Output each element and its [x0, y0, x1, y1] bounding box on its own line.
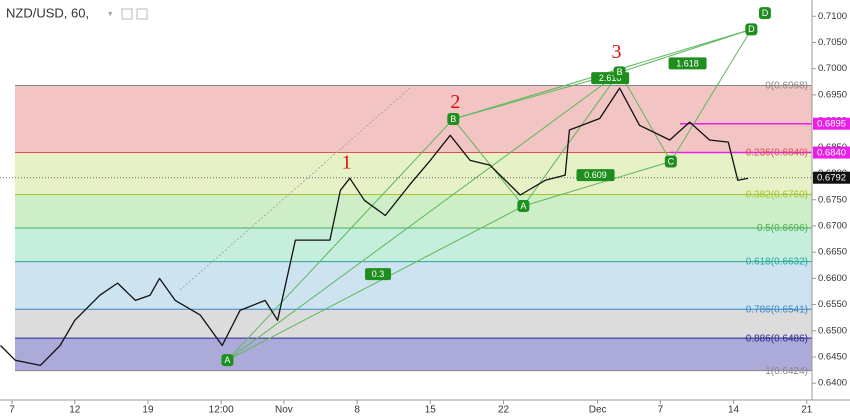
fib-label: 0.236(0.6840)	[746, 148, 808, 159]
x-tick-label: 15	[425, 405, 437, 416]
fib-label: 1(0.6424)	[765, 366, 808, 377]
y-tick-label: 0.7100	[818, 11, 847, 22]
hide-icon[interactable]	[136, 8, 148, 20]
settings-icon[interactable]	[121, 8, 133, 20]
x-tick-label: 12:00	[209, 405, 234, 416]
point-box	[613, 66, 626, 79]
pattern-line	[523, 160, 671, 207]
x-tick-label: 8	[354, 405, 360, 416]
x-tick-label: 12	[69, 405, 81, 416]
y-tick-label: 0.6450	[818, 352, 847, 363]
y-tick-label: 0.6550	[818, 299, 847, 310]
price-line	[0, 87, 749, 367]
y-tick-label: 0.6700	[818, 220, 847, 231]
ratio-box	[365, 268, 392, 281]
x-tick-label: Nov	[275, 405, 293, 416]
y-tick-label: 0.6600	[818, 273, 847, 284]
x-tick-label: 22	[498, 405, 510, 416]
pattern-line	[670, 29, 752, 162]
pattern-line	[452, 118, 524, 207]
fib-label: 0.5(0.6696)	[757, 223, 808, 234]
fib-band	[15, 194, 812, 229]
trend-line	[179, 87, 411, 291]
y-tick-label: 0.6500	[818, 325, 847, 336]
ratio-label: 2.618	[599, 73, 622, 83]
point-box	[447, 113, 460, 126]
price-tag	[813, 146, 850, 159]
ratio-label: 1.618	[676, 58, 699, 68]
chart-title: NZD/USD, 60,	[6, 5, 89, 20]
point-box	[745, 23, 758, 36]
fib-label: 0.382(0.6760)	[746, 190, 808, 201]
fib-label: 0.786(0.6541)	[746, 304, 808, 315]
y-tick-label: 0.7050	[818, 37, 847, 48]
y-tick-label: 0.6950	[818, 89, 847, 100]
y-tick-label: 0.7000	[818, 63, 847, 74]
fib-band	[15, 152, 812, 195]
y-tick-label: 0.6400	[818, 378, 847, 389]
point-label: D	[748, 24, 755, 34]
ratio-label: 0.609	[584, 170, 607, 180]
pattern-line	[227, 205, 524, 361]
point-label: A	[520, 201, 526, 211]
fib-band	[15, 261, 812, 310]
ratio-box	[668, 57, 707, 70]
pattern-line	[619, 72, 672, 162]
pattern-line	[227, 71, 620, 361]
fib-band	[15, 338, 812, 371]
price-tag-label: 0.6840	[817, 148, 846, 159]
fib-band	[15, 228, 812, 262]
ratio-label: 0.3	[372, 269, 385, 279]
x-tick-label: Dec	[589, 405, 607, 416]
x-tick-label: 21	[801, 405, 813, 416]
price-tag	[813, 171, 850, 184]
overlay-lines	[0, 28, 812, 361]
price-tag-label: 0.6895	[817, 119, 846, 130]
x-tick-label: 19	[142, 405, 154, 416]
y-tick-label: 0.6750	[818, 194, 847, 205]
point-label: D	[762, 8, 769, 18]
pattern-line	[619, 28, 752, 73]
point-box	[664, 155, 677, 168]
point-box	[517, 200, 530, 213]
fib-band	[15, 309, 812, 339]
point-label: B	[617, 67, 623, 77]
x-tick-label: 14	[728, 405, 740, 416]
price-tag-label: 0.6792	[817, 173, 846, 184]
point-label: B	[450, 114, 456, 124]
fib-label: 0(0.6968)	[765, 81, 808, 92]
fib-band	[15, 85, 812, 153]
plot: 0(0.6968) 0.236(0.6840) 0.382(0.6760) 0.5(0…	[0, 7, 850, 416]
y-tick-label: 0.6650	[818, 247, 847, 258]
ratio-box	[576, 169, 615, 182]
fib-label: 0.886(0.6486)	[746, 333, 808, 344]
point-label: A	[224, 355, 230, 365]
wave-label: 2	[450, 91, 460, 113]
wave-label: 3	[611, 41, 621, 63]
point-box	[758, 7, 771, 20]
pattern-line	[227, 118, 454, 361]
fib-bands	[15, 84, 812, 372]
point-box	[221, 354, 234, 367]
price-tag	[813, 117, 850, 130]
dropdown-icon[interactable]: ▾	[108, 8, 113, 18]
point-label: C	[668, 156, 675, 166]
wave-label: 1	[342, 152, 352, 174]
x-tick-label: 7	[658, 405, 664, 416]
x-tick-label: 7	[9, 405, 15, 416]
fib-label: 0.618(0.6632)	[746, 257, 808, 268]
